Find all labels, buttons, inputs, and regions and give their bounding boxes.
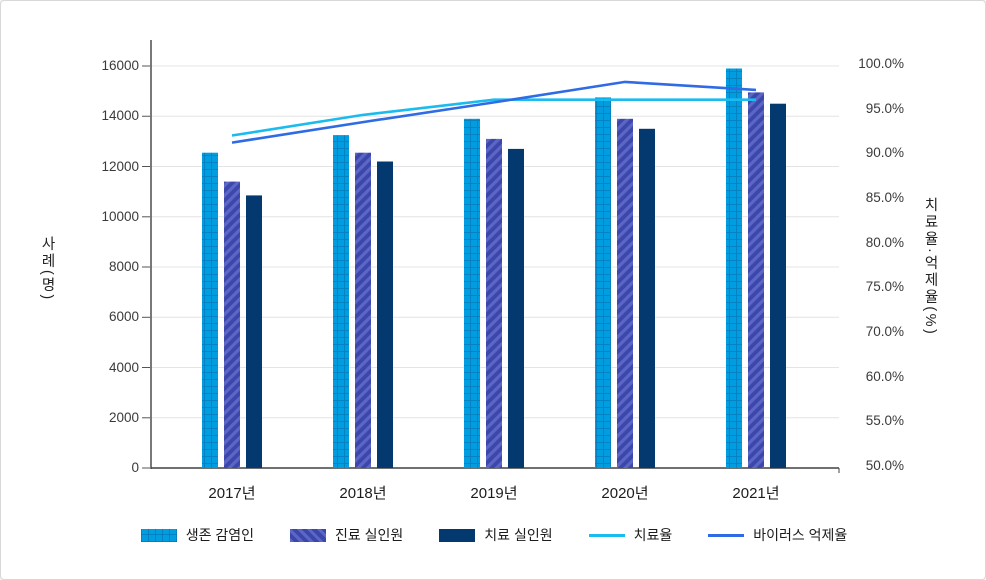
legend-label: 치료율	[633, 527, 673, 543]
right-axis-tick-label: 80.0%	[865, 234, 904, 250]
right-axis-title: 치료율·억제율(%)	[922, 197, 938, 337]
right-axis-tick-label: 75.0%	[865, 279, 904, 295]
legend-line-swatch	[708, 533, 745, 537]
left-axis-tick-label: 10000	[101, 208, 139, 224]
right-axis-tick-label: 95.0%	[865, 100, 904, 116]
right-axis-tick-label: 50.0%	[865, 458, 904, 473]
x-axis-label: 2017년	[208, 485, 256, 502]
left-axis-tick-label: 12000	[101, 158, 139, 174]
x-axis-label: 2021년	[732, 485, 780, 502]
legend-bar-swatch	[439, 528, 476, 542]
legend-bar-swatch	[140, 528, 177, 542]
x-axis-label: 2018년	[339, 485, 387, 502]
left-axis-tick-label: 8000	[108, 259, 139, 274]
right-axis-tick-label: 90.0%	[865, 145, 904, 161]
right-axis-tick-label: 85.0%	[865, 190, 904, 205]
left-axis-tick-label: 16000	[101, 58, 139, 73]
legend-bar-swatch	[290, 528, 326, 542]
left-axis-title: 사례(명)	[39, 236, 55, 302]
right-axis-tick-label: 55.0%	[865, 413, 904, 429]
left-axis-tick-label: 4000	[108, 359, 139, 375]
legend-item: 바이러스 억제율	[708, 525, 847, 545]
legend-label: 바이러스 억제율	[753, 527, 848, 543]
left-axis-tick-label: 2000	[108, 409, 139, 425]
right-axis-tick-label: 70.0%	[865, 324, 904, 339]
legend-line-swatch	[588, 533, 625, 537]
x-axis-label: 2019년	[470, 485, 518, 502]
legend-label: 진료 실인원	[335, 527, 404, 543]
legend-item: 치료 실인원	[439, 525, 553, 545]
left-axis-tick-label: 14000	[101, 108, 139, 124]
legend-item: 치료율	[588, 525, 673, 545]
legend: 생존 감염인 진료 실인원 치료 실인원 치료율 바이러스 억제율	[1, 522, 985, 548]
x-axis-label: 2020년	[601, 485, 649, 502]
legend-label: 생존 감염인	[185, 527, 254, 543]
left-axis-tick-label: 0	[131, 460, 139, 475]
right-axis-tick-label: 60.0%	[865, 368, 904, 384]
right-axis-tick-label: 100.0%	[858, 56, 904, 71]
legend-item: 생존 감염인	[140, 525, 254, 545]
legend-label: 치료 실인원	[484, 527, 553, 543]
legend-item: 진료 실인원	[290, 525, 403, 545]
left-axis-tick-label: 6000	[108, 309, 139, 325]
